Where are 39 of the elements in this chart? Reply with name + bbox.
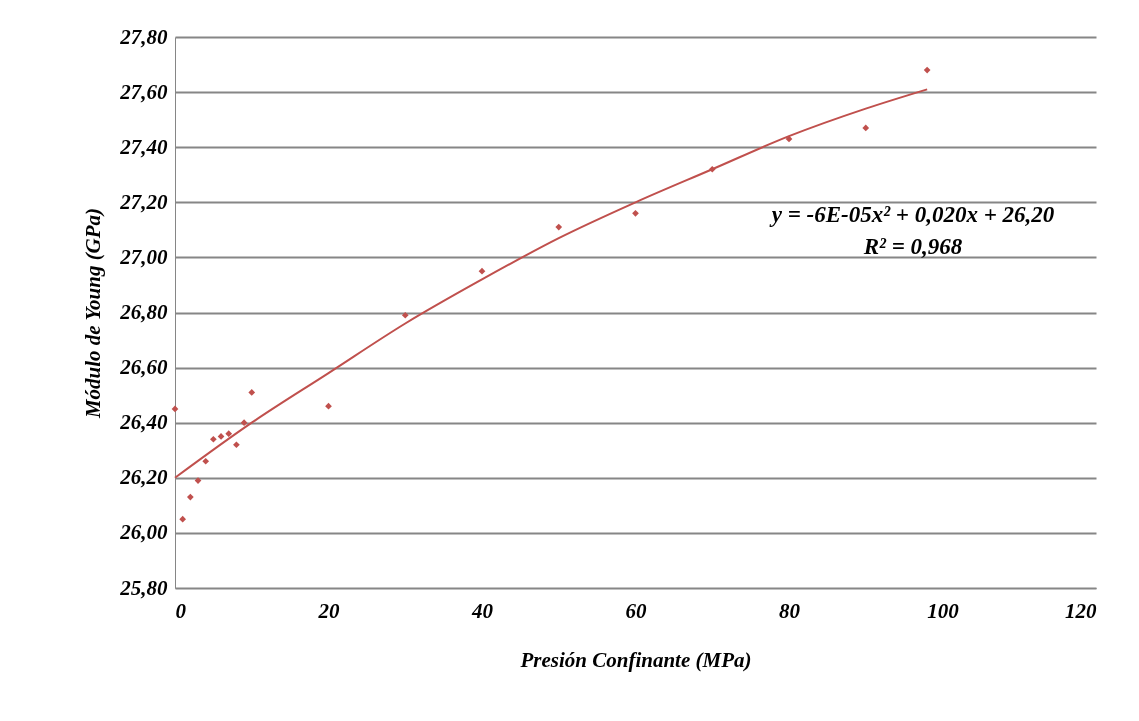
y-tick-label: 27,60 [119,79,168,104]
annotation: y = -6E-05x² + 0,020x + 26,20 [768,202,1055,227]
x-tick-label: 0 [175,598,187,623]
x-tick-label: 20 [317,598,340,623]
point [179,515,187,523]
x-axis-title: Presión Confinante (MPa) [519,647,752,672]
point [478,267,486,275]
y-tick-label: 27,20 [119,189,168,214]
point [785,135,793,143]
point [325,402,332,410]
point [632,209,639,217]
annotation: R² = 0,968 [862,234,963,259]
point [240,419,248,427]
x-tick-label: 80 [779,598,801,623]
y-tick-label: 27,40 [119,134,168,159]
y-tick-label: 26,60 [119,355,168,380]
y-axis-title: Módulo de Young (GPa) [81,207,106,420]
y-tick-label: 26,80 [119,300,168,324]
point [202,457,210,465]
y-tick-label: 26,20 [119,465,168,490]
point [171,405,179,413]
point [225,430,233,438]
point [210,435,217,443]
x-tick-label: 100 [927,598,960,623]
point [233,441,240,449]
y-tick-label: 25,80 [119,575,168,600]
x-tick-label: 120 [1065,598,1097,623]
y-tick-label: 26,00 [119,520,168,545]
x-tick-label: 60 [625,598,647,623]
y-tick-label: 27,80 [119,24,168,49]
y-tick-label: 26,40 [119,410,168,435]
point [248,389,256,396]
point [401,311,409,319]
x-tick-label: 40 [471,598,494,623]
point [555,223,563,231]
point [862,124,870,132]
point [187,493,194,501]
y-tick-label: 27,00 [119,244,168,269]
point [923,66,931,74]
